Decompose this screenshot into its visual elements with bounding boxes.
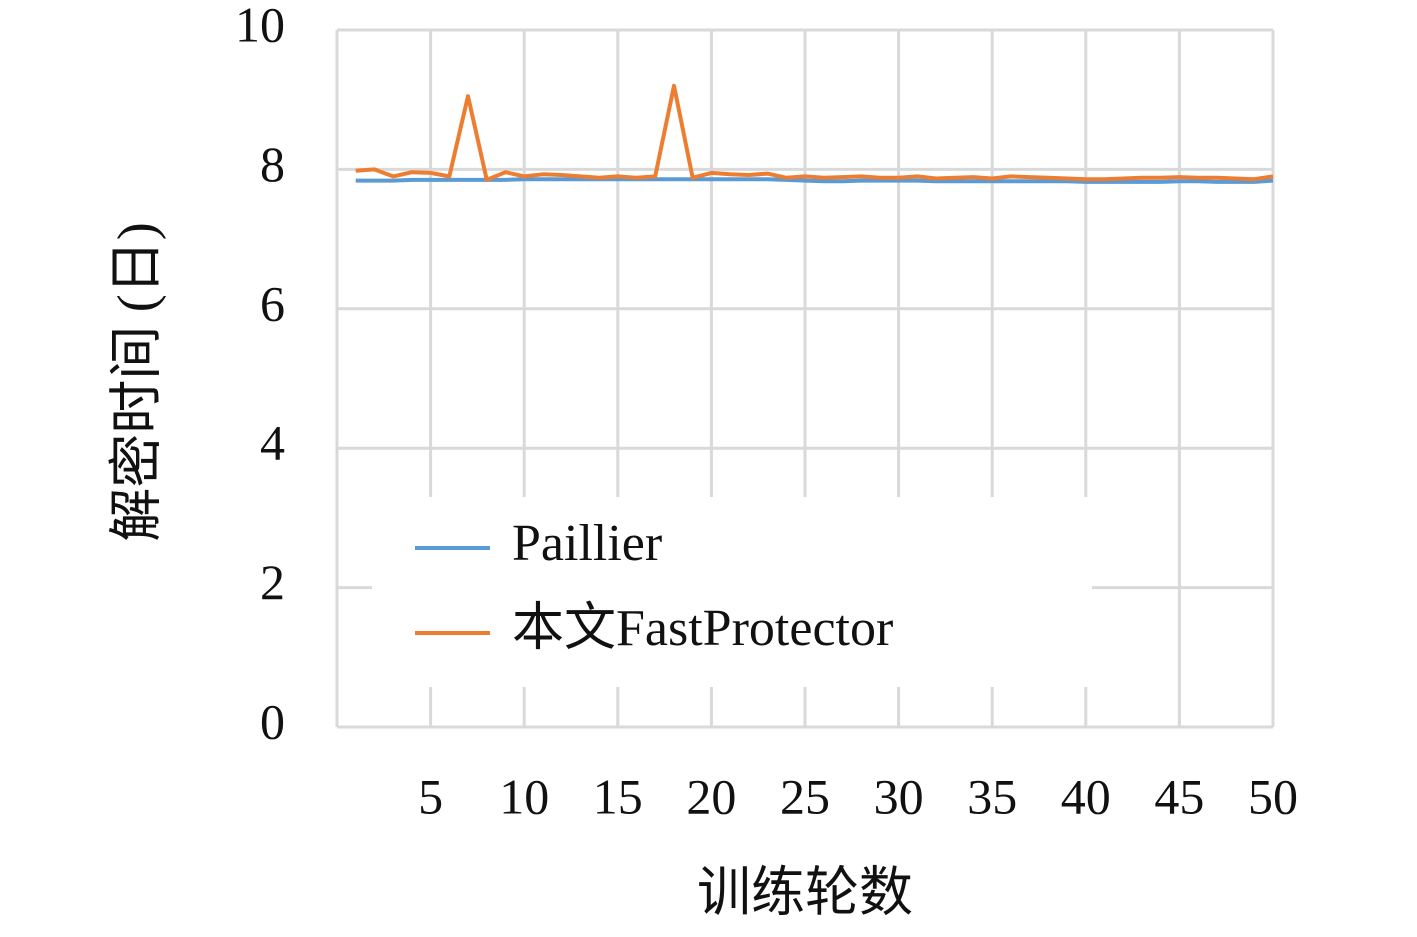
x-tick-label: 35 xyxy=(967,768,1017,824)
y-tick-label: 2 xyxy=(260,554,285,610)
data-line xyxy=(355,83,1274,182)
x-tick-label: 20 xyxy=(686,768,736,824)
legend-label: 本文FastProtector xyxy=(512,600,893,657)
legend: Paillier 本文FastProtector xyxy=(372,497,1092,687)
x-tick-label: 10 xyxy=(499,768,549,824)
x-axis-title: 训练轮数 xyxy=(697,862,913,922)
x-tick-label: 45 xyxy=(1154,768,1204,824)
y-tick-label: 8 xyxy=(260,136,285,192)
plot xyxy=(355,83,1274,184)
y-tick-label: 6 xyxy=(260,275,285,331)
y-axis-title: 解密时间 (日) xyxy=(106,222,166,541)
data-line xyxy=(355,177,1274,184)
x-tick-label: 30 xyxy=(874,768,924,824)
legend-label: Paillier xyxy=(512,515,662,572)
x-tick-label: 25 xyxy=(780,768,830,824)
x-tick-label: 5 xyxy=(418,768,443,824)
y-tick-label: 4 xyxy=(260,415,285,471)
y-tick-label: 10 xyxy=(235,0,285,52)
x-tick-label: 40 xyxy=(1061,768,1111,824)
x-tick-label: 15 xyxy=(593,768,643,824)
y-tick-label: 0 xyxy=(260,693,285,749)
x-tick-label: 50 xyxy=(1248,768,1298,824)
legend-box xyxy=(372,497,1092,687)
grid: 0 2 4 6 8 10 5 10 15 20 25 30 35 40 45 50 xyxy=(235,0,1298,824)
